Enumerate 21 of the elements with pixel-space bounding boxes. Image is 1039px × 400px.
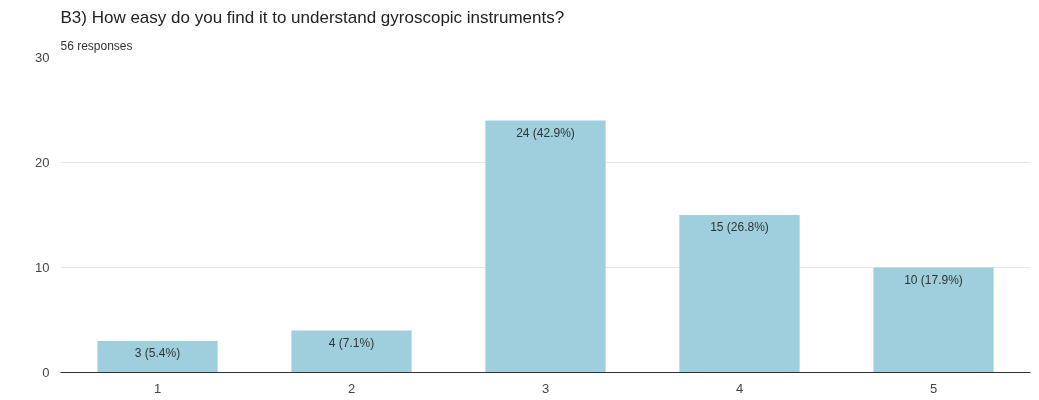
x-tick-label: 3 — [541, 380, 550, 396]
x-tick-label: 4 — [735, 380, 744, 396]
y-tick-label: 20 — [35, 155, 50, 170]
bar — [679, 215, 800, 373]
y-tick-label: 10 — [35, 260, 50, 275]
bar — [873, 267, 994, 373]
data-label: 15 (26.8%) — [710, 220, 769, 234]
chart-title: B3) How easy do you find it to understand gyroscopic instruments? — [60, 7, 565, 27]
x-tick-label: 1 — [153, 380, 162, 396]
y-tick-label: 30 — [35, 50, 50, 65]
bar — [291, 330, 412, 373]
bar — [485, 120, 606, 373]
data-label: 24 (42.9%) — [516, 125, 575, 140]
data-label: 10 (17.9%) — [904, 272, 963, 287]
data-label: 4 (7.1%) — [328, 335, 375, 350]
x-tick-label: 2 — [347, 380, 356, 396]
data-label: 3 (5.4%) — [134, 346, 181, 360]
chart-subtitle: 56 responses — [60, 38, 133, 53]
x-tick-label: 5 — [929, 380, 938, 396]
y-tick-label: 0 — [42, 365, 50, 380]
bar — [97, 341, 218, 373]
